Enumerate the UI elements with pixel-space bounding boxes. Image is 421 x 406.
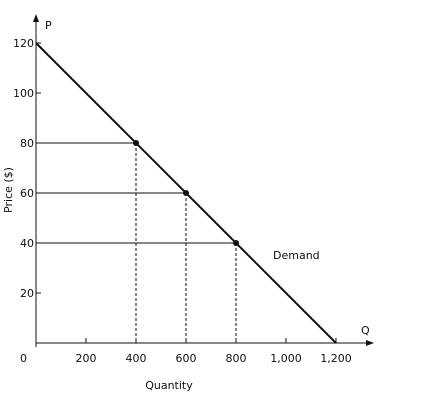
- data-point: [133, 140, 139, 146]
- y-axis-letter: P: [45, 19, 52, 32]
- axes: [33, 14, 374, 347]
- y-tick-label: 120: [13, 37, 34, 50]
- demand-curve-label: Demand: [273, 249, 320, 262]
- x-tick-label: 1,000: [270, 352, 302, 365]
- y-tick-label: 20: [20, 287, 34, 300]
- y-tick-label: 80: [20, 137, 34, 150]
- x-tick-label: 600: [176, 352, 197, 365]
- x-tick-label: 400: [126, 352, 147, 365]
- y-tick-label: 40: [20, 237, 34, 250]
- data-point: [183, 190, 189, 196]
- x-axis-title: Quantity: [145, 379, 193, 392]
- origin-label: 0: [20, 352, 27, 365]
- data-point: [233, 240, 239, 246]
- marked-points: [133, 140, 239, 246]
- x-tick-label: 200: [76, 352, 97, 365]
- y-tick-label: 100: [13, 87, 34, 100]
- x-axis-letter: Q: [361, 324, 370, 337]
- ticks: 20 40 60 80 100 120 200 400 600 800 1,000 1,200: [13, 37, 352, 365]
- y-axis-title: Price ($): [2, 167, 15, 213]
- y-tick-label: 60: [20, 187, 34, 200]
- x-axis-arrow: [366, 340, 374, 346]
- x-tick-label: 1,200: [320, 352, 352, 365]
- y-axis-arrow: [33, 14, 39, 22]
- x-tick-label: 800: [226, 352, 247, 365]
- guide-lines: [36, 142, 237, 343]
